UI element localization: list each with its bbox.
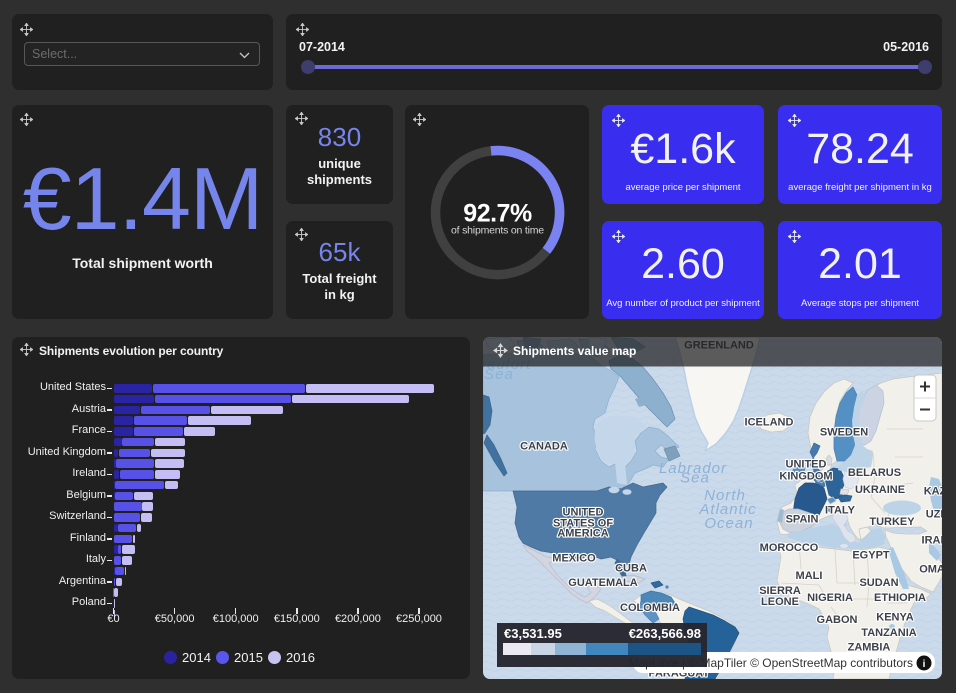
svg-text:MOROCCO: MOROCCO — [760, 542, 819, 554]
svg-text:KENYA: KENYA — [876, 612, 914, 624]
svg-text:MEXICO: MEXICO — [552, 553, 596, 565]
svg-text:SPAIN: SPAIN — [786, 514, 819, 526]
svg-text:CUBA: CUBA — [615, 563, 647, 575]
svg-text:IRAN: IRAN — [922, 535, 942, 547]
svg-text:KAZ: KAZ — [924, 486, 942, 498]
svg-text:Atlantic: Atlantic — [698, 501, 756, 518]
svg-text:NIGERIA: NIGERIA — [807, 592, 853, 604]
svg-text:CANADA: CANADA — [520, 441, 568, 453]
svg-text:€3,531.95: €3,531.95 — [504, 626, 562, 641]
svg-text:Labrador: Labrador — [659, 460, 727, 477]
svg-text:GUATEMALA: GUATEMALA — [568, 577, 638, 589]
svg-text:TURKEY: TURKEY — [869, 516, 915, 528]
svg-text:AMERICA: AMERICA — [557, 528, 608, 540]
svg-text:Ocean: Ocean — [704, 515, 753, 532]
svg-text:of shipments on time: of shipments on time — [451, 225, 544, 237]
svg-text:ZAMBIA: ZAMBIA — [848, 642, 891, 654]
svg-text:ETHIOPIA: ETHIOPIA — [874, 592, 926, 604]
svg-text:MALI: MALI — [796, 570, 823, 582]
svg-text:Sea: Sea — [680, 470, 710, 487]
svg-text:€263,566.98: €263,566.98 — [629, 626, 701, 641]
svg-text:SUDAN: SUDAN — [859, 577, 898, 589]
svg-text:SIERRA: SIERRA — [759, 585, 801, 597]
svg-text:Sea: Sea — [484, 366, 514, 383]
svg-text:UKRAINE: UKRAINE — [855, 484, 905, 496]
svg-text:BELARUS: BELARUS — [848, 467, 901, 479]
svg-text:STATES OF: STATES OF — [553, 518, 613, 530]
svg-text:COLOMBIA: COLOMBIA — [620, 602, 680, 614]
svg-text:UNITED: UNITED — [563, 507, 604, 519]
svg-text:EGYPT: EGYPT — [852, 550, 890, 562]
svg-text:North: North — [704, 487, 746, 504]
svg-text:GABON: GABON — [817, 614, 858, 626]
svg-text:OMAN: OMAN — [919, 564, 942, 576]
svg-text:Shipments value map: Shipments value map — [513, 344, 636, 358]
svg-text:SWEDEN: SWEDEN — [820, 427, 868, 439]
svg-text:UZB: UZB — [926, 509, 942, 521]
svg-text:UNITED: UNITED — [786, 459, 827, 471]
svg-text:ICELAND: ICELAND — [745, 417, 794, 429]
svg-text:TANZANIA: TANZANIA — [861, 627, 916, 639]
svg-text:ITALY: ITALY — [825, 505, 856, 517]
svg-text:KINGDOM: KINGDOM — [779, 471, 832, 483]
svg-text:LEONE: LEONE — [761, 596, 799, 608]
svg-text:92.7%: 92.7% — [463, 200, 532, 228]
svg-text:i: i — [923, 659, 926, 670]
